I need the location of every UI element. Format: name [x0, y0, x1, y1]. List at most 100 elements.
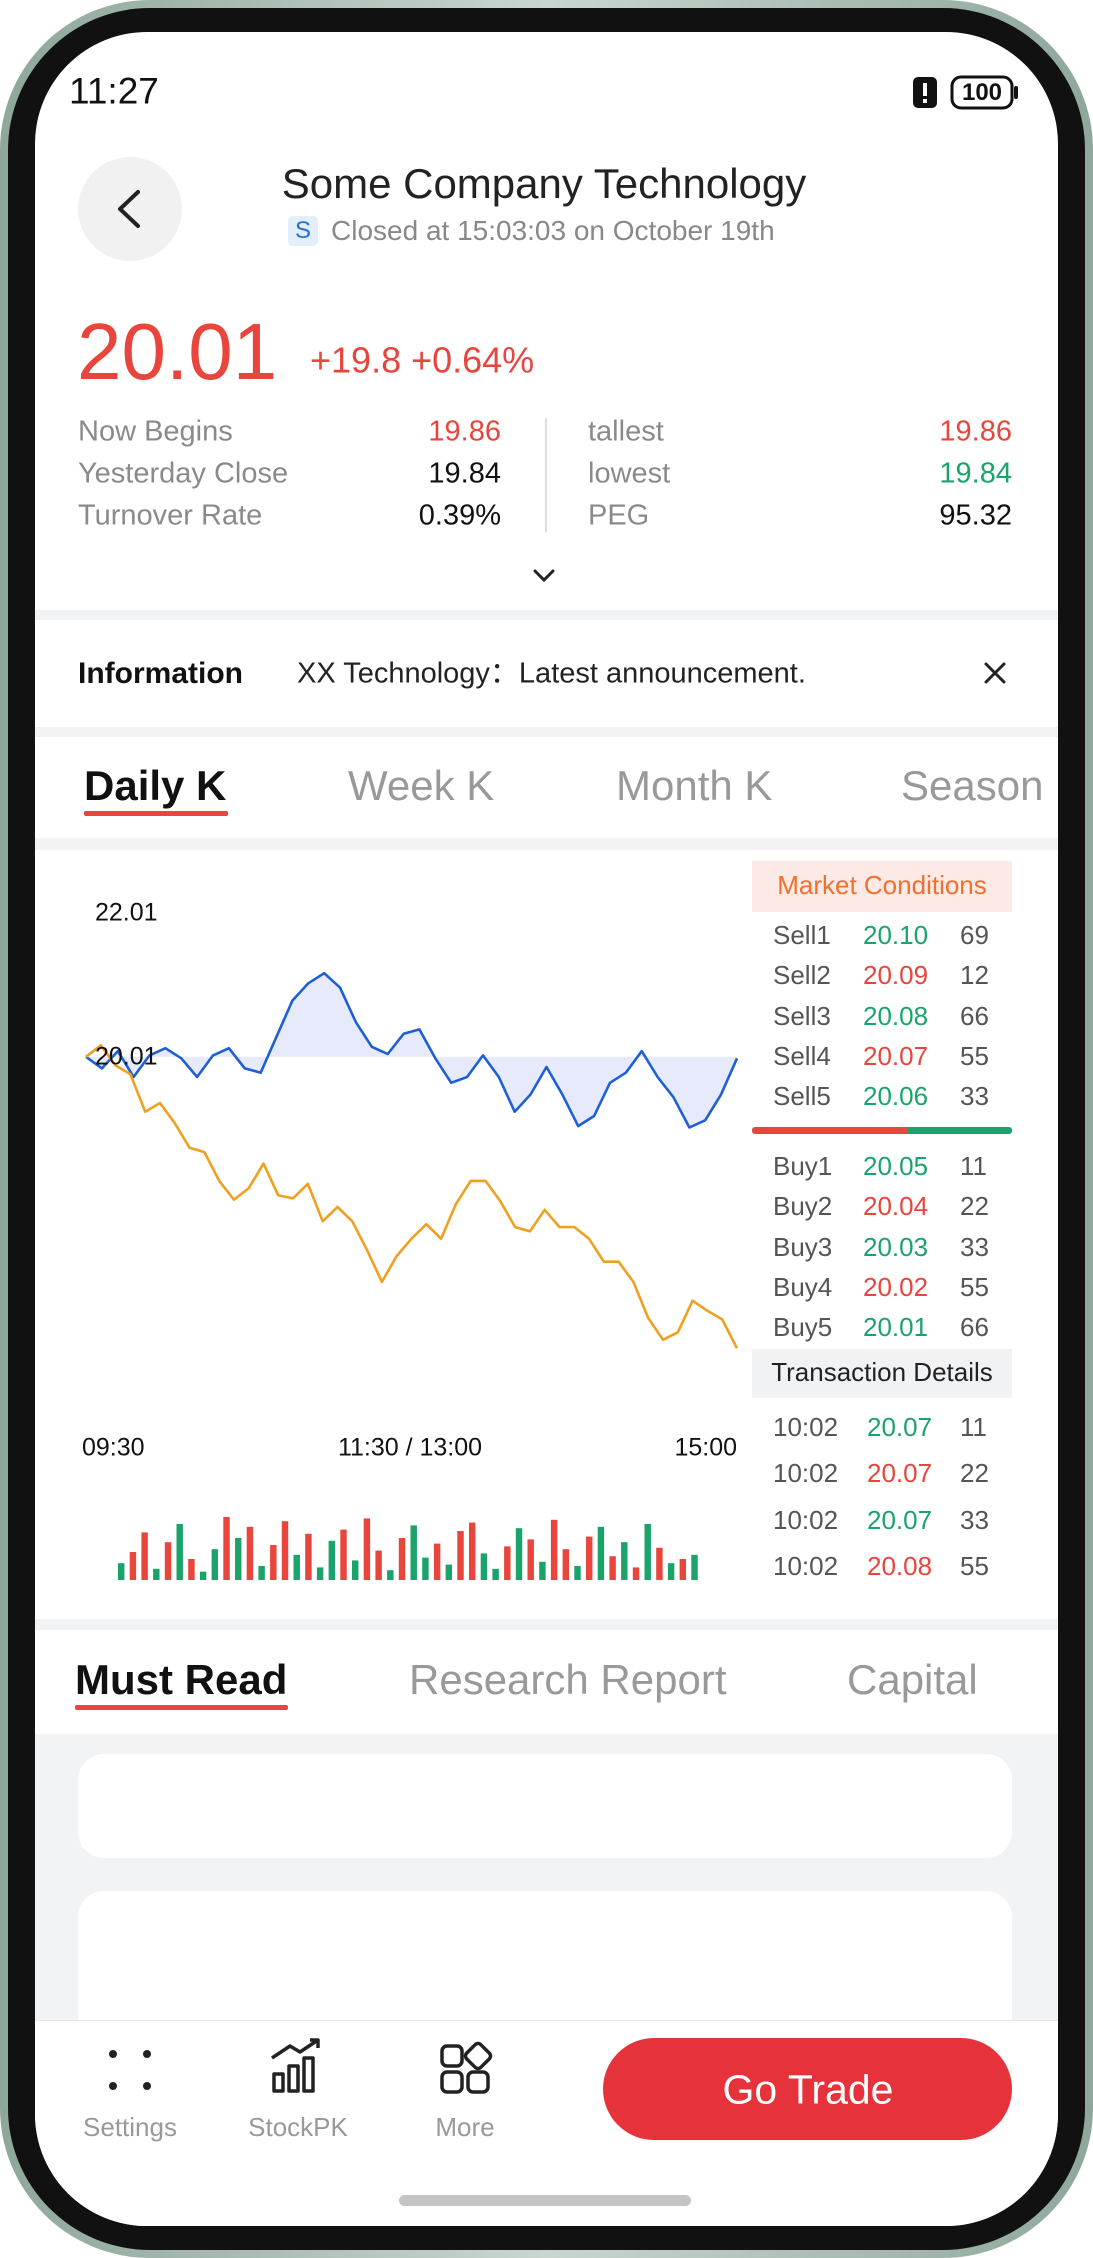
- order-price: 20.07: [867, 1458, 933, 1489]
- info-text[interactable]: XX Technology：Latest announcement.: [297, 657, 806, 690]
- time-label: 09:30: [82, 1433, 145, 1462]
- volume-bar: [515, 1528, 523, 1580]
- period-tab[interactable]: Month K: [616, 761, 773, 809]
- volume-bar: [363, 1518, 371, 1580]
- transactions-header-bg: [752, 1349, 1012, 1398]
- nav-label[interactable]: More: [435, 2112, 495, 2143]
- price-change: +19.8 +0.64%: [310, 339, 535, 381]
- separator: [35, 727, 1058, 737]
- volume-bar: [492, 1568, 499, 1580]
- stat-label: Now Begins: [78, 415, 233, 448]
- order-label: Sell4: [773, 1040, 831, 1071]
- volume-bar: [457, 1531, 464, 1580]
- expand-icon[interactable]: [533, 569, 555, 583]
- time-label: 15:00: [674, 1433, 737, 1462]
- news-tab[interactable]: Must Read: [75, 1655, 288, 1703]
- volume-bar: [574, 1566, 581, 1580]
- volume-bar: [527, 1539, 534, 1580]
- volume-bar: [305, 1533, 312, 1580]
- tab-underline: [75, 1705, 288, 1710]
- volume-bar: [398, 1538, 406, 1580]
- separator: [35, 1619, 1058, 1630]
- volume-bar: [258, 1566, 265, 1580]
- stat-value: 95.32: [939, 499, 1012, 532]
- stat-value: 19.84: [939, 457, 1012, 490]
- page-subtitle: Closed at 15:03:03 on October 19th: [331, 214, 775, 246]
- order-label: 10:02: [773, 1458, 839, 1489]
- time-label: 11:30 / 13:00: [337, 1433, 483, 1462]
- order-qty: 33: [960, 1231, 989, 1262]
- period-tab[interactable]: Week K: [348, 761, 495, 809]
- stockpk-icon[interactable]: [271, 2038, 320, 2093]
- volume-bar: [469, 1522, 476, 1580]
- trade-button-label[interactable]: Go Trade: [722, 2066, 894, 2113]
- stat-value: 0.39%: [418, 499, 501, 532]
- badge-bg: [288, 216, 318, 246]
- volume-bar: [422, 1557, 429, 1580]
- back-icon: [118, 190, 140, 228]
- volume-bar: [153, 1568, 160, 1580]
- more-icon[interactable]: [440, 2041, 493, 2094]
- order-price: 20.02: [863, 1271, 929, 1302]
- volume-bar: [164, 1542, 172, 1580]
- price-area: [86, 973, 737, 1128]
- info-label: Information: [78, 656, 243, 690]
- nav-label[interactable]: Settings: [83, 2112, 177, 2143]
- order-price: 20.08: [867, 1550, 933, 1581]
- close-icon[interactable]: [984, 662, 1006, 684]
- order-label: 10:02: [773, 1412, 839, 1443]
- order-price: 20.01: [863, 1312, 929, 1343]
- volume-bar: [223, 1517, 230, 1580]
- page-title: Some Company Technology: [281, 159, 807, 207]
- volume-bar: [328, 1540, 336, 1580]
- stat-label: tallest: [588, 415, 664, 448]
- stat-label: Turnover Rate: [78, 499, 263, 532]
- battery-tip: [1014, 86, 1018, 99]
- settings-icon[interactable]: [109, 2050, 151, 2090]
- order-qty: 11: [960, 1151, 987, 1182]
- volume-bar: [504, 1546, 511, 1580]
- stat-label: Yesterday Close: [78, 457, 289, 490]
- battery-level: 100: [961, 79, 1003, 107]
- order-qty: 33: [960, 1504, 989, 1535]
- volume-bar: [433, 1543, 441, 1580]
- period-tab[interactable]: Daily K: [84, 761, 227, 809]
- order-price: 20.07: [867, 1504, 933, 1535]
- volume-bar: [281, 1521, 289, 1580]
- order-qty: 11: [960, 1412, 987, 1443]
- order-qty: 55: [960, 1040, 989, 1071]
- volume-bar: [480, 1553, 488, 1580]
- transactions-title: Transaction Details: [771, 1357, 993, 1388]
- volume-bar: [679, 1559, 687, 1580]
- volume-bar: [375, 1550, 382, 1580]
- volume-bar: [176, 1524, 183, 1580]
- back-button[interactable]: [78, 157, 182, 261]
- order-label: Sell2: [773, 960, 831, 991]
- news-card[interactable]: [78, 1754, 1012, 1858]
- tab-underline: [84, 811, 228, 816]
- order-label: Buy5: [773, 1312, 833, 1343]
- order-qty: 33: [960, 1081, 989, 1112]
- order-label: Sell5: [773, 1081, 831, 1112]
- trade-button[interactable]: [603, 2038, 1012, 2140]
- order-price: 20.07: [863, 1040, 929, 1071]
- volume-bar: [609, 1556, 616, 1580]
- order-qty: 22: [960, 1458, 989, 1489]
- buy-ratio: [907, 1127, 1012, 1134]
- news-tab[interactable]: Research Report: [409, 1655, 727, 1703]
- order-qty: 55: [960, 1550, 989, 1581]
- market-header-bg: [752, 861, 1012, 912]
- order-label: Buy3: [773, 1231, 833, 1262]
- order-price: 20.10: [863, 920, 929, 951]
- volume-bar: [586, 1536, 593, 1580]
- order-label: 10:02: [773, 1504, 839, 1535]
- news-tab[interactable]: Capital: [847, 1655, 978, 1703]
- period-tab[interactable]: Season: [901, 761, 1044, 809]
- nav-label[interactable]: StockPK: [248, 2112, 348, 2143]
- order-price: 20.03: [863, 1231, 929, 1262]
- volume-bar: [656, 1547, 663, 1580]
- order-qty: 66: [960, 1312, 989, 1343]
